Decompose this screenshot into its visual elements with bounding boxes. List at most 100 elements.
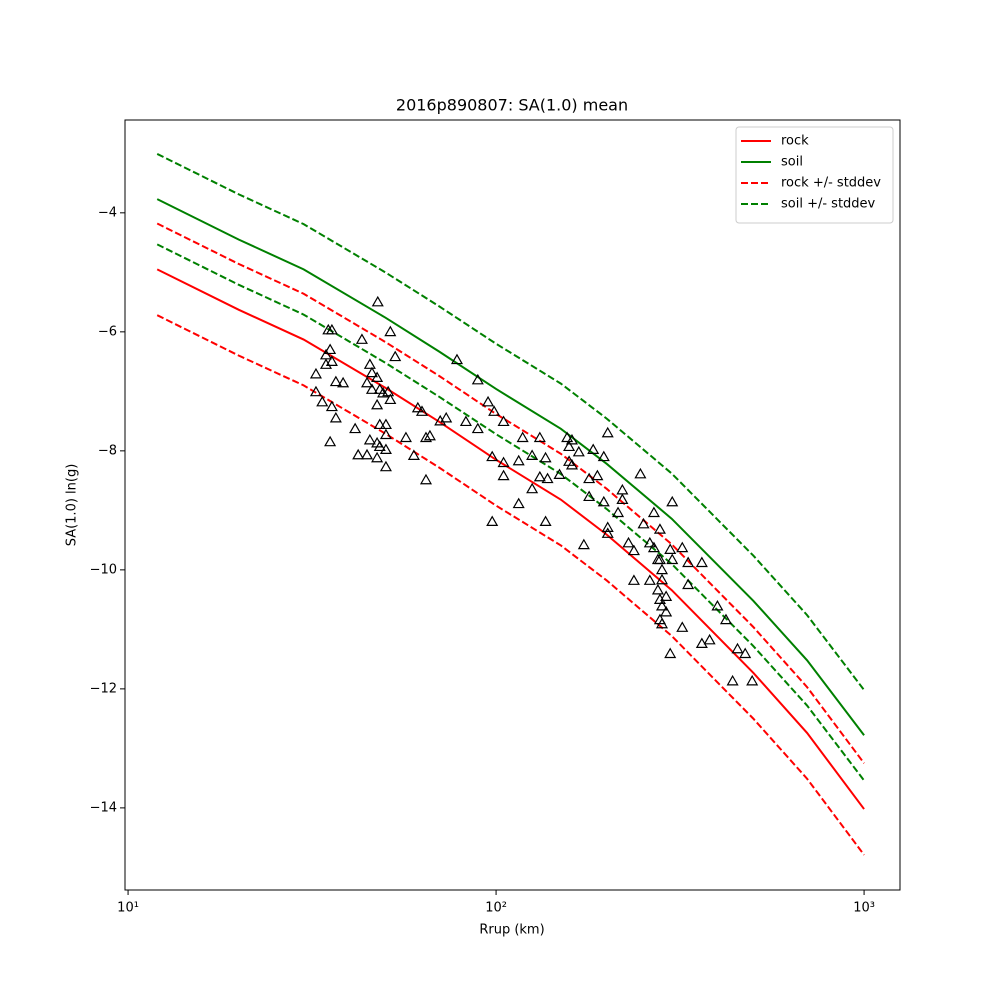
series-line bbox=[156, 243, 865, 782]
data-point bbox=[526, 449, 539, 460]
data-point bbox=[622, 536, 635, 548]
data-point bbox=[512, 497, 525, 509]
y-tick-label: −10 bbox=[90, 562, 117, 577]
data-point bbox=[309, 367, 322, 379]
x-tick-label: 10¹ bbox=[117, 901, 139, 916]
data-point bbox=[329, 411, 342, 423]
y-tick-label: −6 bbox=[98, 324, 117, 339]
data-point bbox=[349, 422, 362, 434]
x-tick-label: 10³ bbox=[853, 901, 875, 916]
data-point bbox=[373, 440, 386, 452]
data-point bbox=[553, 468, 566, 480]
data-point bbox=[676, 541, 689, 553]
data-point bbox=[676, 621, 689, 632]
data-point bbox=[695, 556, 708, 568]
data-point bbox=[497, 456, 510, 468]
data-point bbox=[450, 353, 464, 365]
data-point bbox=[488, 405, 501, 416]
chart-title: 2016p890807: SA(1.0) mean bbox=[396, 96, 628, 115]
x-axis-label: Rrup (km) bbox=[479, 923, 544, 938]
data-point bbox=[726, 674, 739, 686]
data-point bbox=[572, 445, 585, 457]
series-line bbox=[156, 198, 865, 736]
data-point bbox=[352, 448, 365, 460]
data-point bbox=[533, 470, 546, 482]
data-point bbox=[516, 431, 529, 443]
data-point bbox=[655, 617, 669, 629]
data-point bbox=[655, 563, 669, 575]
data-point bbox=[526, 482, 539, 494]
data-point bbox=[355, 333, 368, 344]
data-point bbox=[371, 451, 384, 463]
data-point bbox=[637, 517, 650, 529]
series-line bbox=[156, 153, 865, 691]
data-point bbox=[703, 633, 716, 645]
data-point bbox=[325, 400, 338, 412]
data-point bbox=[324, 435, 337, 447]
y-tick-label: −14 bbox=[90, 800, 117, 815]
data-point bbox=[634, 467, 647, 479]
data-point bbox=[565, 458, 579, 470]
data-point bbox=[415, 405, 429, 416]
plot-area bbox=[156, 153, 865, 856]
data-point bbox=[325, 355, 338, 366]
data-point bbox=[577, 538, 590, 550]
data-point bbox=[371, 398, 384, 410]
data-point bbox=[561, 431, 574, 443]
data-point bbox=[660, 605, 673, 617]
data-point bbox=[365, 366, 378, 378]
data-point bbox=[541, 472, 554, 484]
data-point bbox=[371, 371, 384, 383]
plot-frame bbox=[124, 119, 901, 891]
data-point bbox=[746, 674, 759, 686]
data-point bbox=[389, 350, 402, 362]
data-point bbox=[363, 433, 376, 445]
data-point bbox=[627, 544, 640, 556]
data-point bbox=[434, 414, 447, 426]
data-point bbox=[616, 493, 629, 504]
data-point bbox=[325, 323, 338, 335]
data-point bbox=[660, 590, 673, 601]
y-axis-label: SA(1.0) ln(g) bbox=[65, 464, 80, 547]
data-point bbox=[329, 375, 342, 387]
data-point bbox=[666, 553, 679, 565]
data-point bbox=[309, 385, 322, 397]
data-point bbox=[486, 450, 499, 462]
data-point bbox=[407, 449, 420, 460]
data-point bbox=[379, 418, 392, 430]
data-point bbox=[597, 495, 610, 507]
data-point bbox=[440, 411, 453, 423]
data-point bbox=[471, 422, 484, 434]
data-point bbox=[739, 647, 752, 659]
legend-box bbox=[735, 126, 894, 224]
data-point bbox=[565, 433, 579, 445]
data-point bbox=[711, 599, 724, 611]
data-point bbox=[643, 574, 656, 585]
data-point bbox=[497, 469, 510, 481]
legend-label: soil +/- stddev bbox=[781, 197, 876, 212]
data-point bbox=[653, 523, 666, 534]
data-point bbox=[419, 473, 433, 485]
data-point bbox=[411, 401, 424, 413]
data-point bbox=[643, 536, 656, 548]
data-point bbox=[384, 325, 397, 337]
data-point bbox=[399, 431, 412, 443]
data-point bbox=[682, 556, 695, 568]
data-point bbox=[655, 599, 669, 611]
data-point bbox=[319, 358, 333, 369]
data-point bbox=[379, 460, 392, 472]
data-point bbox=[459, 415, 472, 427]
data-point bbox=[482, 395, 495, 407]
data-point bbox=[583, 472, 596, 484]
data-point bbox=[601, 527, 614, 538]
data-point bbox=[316, 395, 329, 407]
data-point bbox=[563, 440, 576, 452]
data-point bbox=[337, 376, 350, 388]
x-tick-label: 10² bbox=[485, 901, 507, 916]
data-point bbox=[360, 448, 374, 460]
data-point bbox=[382, 385, 395, 397]
data-point bbox=[666, 495, 679, 507]
legend-label: rock +/- stddev bbox=[781, 176, 881, 191]
data-point bbox=[664, 647, 677, 659]
